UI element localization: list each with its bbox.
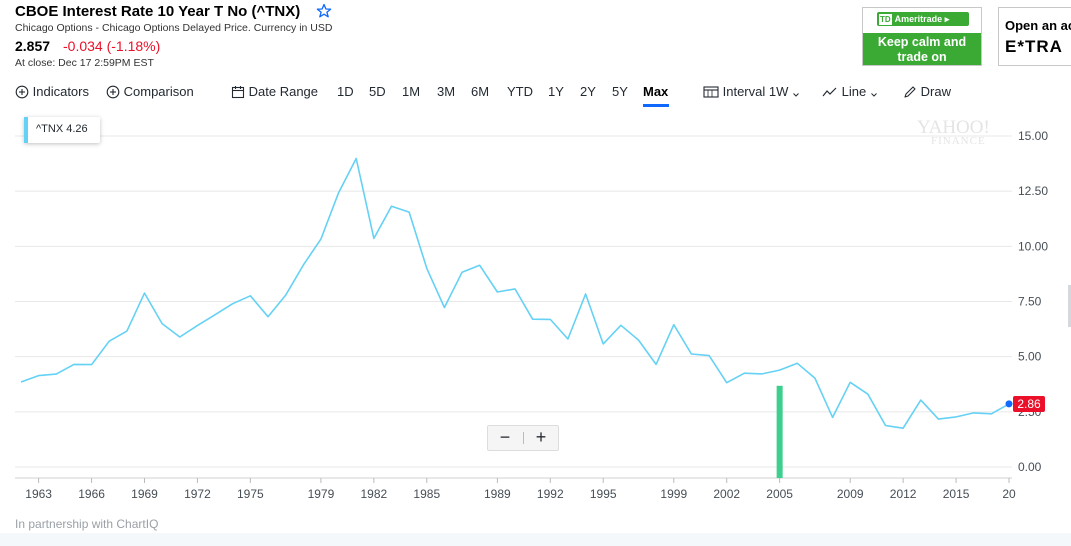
date-range-button[interactable]: Date Range [231, 83, 318, 101]
range-ytd-button[interactable]: YTD [507, 84, 533, 99]
legend-value: 4.26 [66, 123, 88, 135]
x-tick-label: 1982 [361, 487, 388, 501]
ameritrade-logo-text: Ameritrade [894, 14, 943, 24]
chart-grid [15, 135, 1012, 479]
line-chart-icon [822, 87, 837, 97]
range-6m-button[interactable]: 6M [471, 84, 490, 99]
etrade-logo: E*TRA [1005, 37, 1063, 56]
interval-value: 1W [768, 84, 789, 99]
zoom-in-button[interactable]: + [535, 427, 547, 447]
x-tick-label: 2005 [766, 487, 793, 501]
zoom-out-button[interactable]: − [499, 427, 511, 447]
x-axis: 1963 1966 1969 1972 1975 1979 1982 1985 1989 1992… [25, 478, 1016, 501]
x-tick-label: 20 [1002, 487, 1016, 501]
legend-symbol: ^TNX [36, 123, 64, 135]
pencil-icon [904, 86, 916, 98]
range-1m-button[interactable]: 1M [402, 84, 421, 99]
td-logo-mark: TD [879, 14, 892, 25]
range-2y-button[interactable]: 2Y [580, 84, 596, 99]
x-tick-label: 2009 [837, 487, 864, 501]
chevron-down-icon [793, 93, 799, 97]
y-tick-label: 12.50 [1018, 184, 1048, 198]
indicators-label: Indicators [32, 84, 89, 99]
y-tick-label: 5.00 [1018, 350, 1042, 364]
x-tick-label: 1966 [78, 487, 105, 501]
x-tick-label: 1995 [590, 487, 617, 501]
quote-change: -0.034 (-1.18%) [63, 38, 161, 54]
x-tick-label: 1985 [413, 487, 440, 501]
price-line [20, 157, 1010, 429]
interval-icon [703, 86, 719, 98]
plus-circle-icon [15, 85, 29, 99]
close-time: At close: Dec 17 2:59PM EST [15, 57, 154, 69]
etrade-ad-text: Open an ac [1005, 18, 1071, 33]
x-tick-label: 1969 [131, 487, 158, 501]
quote-price: 2.857 [15, 38, 51, 54]
x-tick-label: 1999 [660, 487, 687, 501]
x-tick-label: 2002 [713, 487, 740, 501]
page-title: CBOE Interest Rate 10 Year T No (^TNX) [15, 3, 301, 20]
y-tick-label: 15.00 [1018, 129, 1048, 143]
date-range-label: Date Range [248, 84, 319, 99]
last-price-dot [1005, 400, 1013, 408]
side-panel-handle[interactable] [1068, 285, 1071, 327]
chart-type-label: Line [841, 84, 867, 99]
range-5d-button[interactable]: 5D [369, 84, 386, 99]
ameritrade-logo: TD Ameritrade ▸ [877, 12, 969, 26]
x-tick-label: 1972 [184, 487, 211, 501]
x-tick-label: 2015 [943, 487, 970, 501]
range-max-button[interactable]: Max [643, 84, 669, 99]
x-tick-label: 1979 [308, 487, 335, 501]
volume-bar [776, 385, 783, 478]
series-legend: ^TNX 4.26 [24, 117, 100, 143]
chartiq-credit: In partnership with ChartIQ [15, 517, 159, 531]
ameritrade-ad[interactable]: TD Ameritrade ▸ Keep calm and trade on [862, 7, 982, 66]
chevron-down-icon [870, 93, 877, 97]
etrade-ad[interactable]: Open an ac E*TRA [998, 7, 1071, 66]
x-tick-label: 1992 [537, 487, 564, 501]
volume-bars [776, 385, 783, 478]
range-3m-button[interactable]: 3M [437, 84, 456, 99]
y-tick-label: 10.00 [1018, 239, 1048, 253]
interval-label: Interval [722, 84, 766, 99]
calendar-icon [231, 86, 245, 99]
x-tick-label: 1975 [237, 487, 264, 501]
draw-label: Draw [920, 84, 951, 99]
x-tick-label: 1989 [484, 487, 511, 501]
bottom-strip [0, 533, 1071, 546]
indicators-button[interactable]: Indicators [15, 83, 89, 101]
zoom-controls: − + [487, 425, 559, 451]
legend-color-swatch [24, 117, 28, 143]
range-1d-button[interactable]: 1D [337, 84, 354, 99]
y-tick-label: 0.00 [1018, 460, 1042, 474]
plus-circle-icon [106, 85, 120, 99]
y-tick-label: 7.50 [1018, 295, 1042, 309]
finance-watermark: FINANCE [931, 135, 986, 147]
range-5y-button[interactable]: 5Y [612, 84, 628, 99]
comparison-label: Comparison [123, 84, 194, 99]
star-icon[interactable] [316, 3, 332, 19]
draw-button[interactable]: Draw [903, 83, 951, 101]
yahoo-watermark: YAHOO! [917, 117, 990, 138]
ameritrade-cta-line2: trade on [897, 50, 947, 64]
x-tick-label: 1963 [25, 487, 52, 501]
interval-dropdown[interactable]: Interval 1W [703, 83, 800, 101]
ameritrade-cta-line1: Keep calm and [877, 35, 967, 49]
zoom-divider [523, 432, 524, 444]
ameritrade-cta[interactable]: Keep calm and trade on [863, 33, 981, 65]
x-tick-label: 2012 [890, 487, 917, 501]
comparison-button[interactable]: Comparison [106, 83, 194, 101]
active-range-indicator [643, 104, 669, 107]
legend-text: ^TNX 4.26 [36, 123, 88, 135]
quote-subtitle: Chicago Options - Chicago Options Delaye… [15, 22, 333, 34]
current-value-tag: 2.86 [1013, 396, 1045, 412]
chart-type-dropdown[interactable]: Line [822, 83, 878, 101]
range-1y-button[interactable]: 1Y [548, 84, 564, 99]
